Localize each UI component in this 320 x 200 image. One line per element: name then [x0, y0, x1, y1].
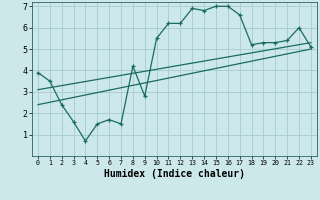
- X-axis label: Humidex (Indice chaleur): Humidex (Indice chaleur): [104, 169, 245, 179]
